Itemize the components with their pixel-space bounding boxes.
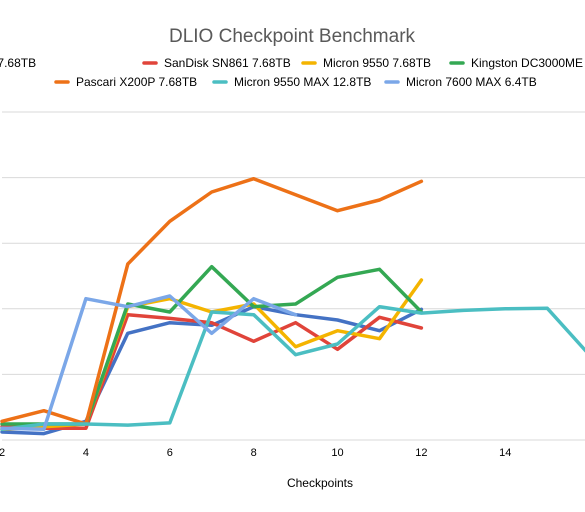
x-tick-label: 4 [83, 447, 89, 459]
series-line-3 [0, 278, 424, 432]
legend-label: Solidigm PS1010 7.68TB [0, 56, 36, 70]
legend-label: Pascari X200P 7.68TB [76, 75, 197, 89]
series-line-5 [0, 176, 424, 426]
legend: Solidigm PS1010 7.68TB SanDisk SN861 7.68… [0, 56, 585, 89]
legend-label: Micron 7600 MAX 6.4TB [406, 75, 537, 89]
gridlines [2, 111, 585, 441]
x-tick-label: 12 [415, 447, 427, 459]
x-axis-title: Checkpoints [287, 476, 353, 490]
legend-label: Micron 9550 MAX 12.8TB [234, 75, 371, 89]
legend-label: Kingston DC3000ME 7.68TB [471, 56, 585, 70]
x-tick-label: 2 [0, 447, 5, 459]
x-tick-label: 6 [167, 447, 173, 459]
series-line-7 [0, 294, 298, 432]
chart-title: DLIO Checkpoint Benchmark [169, 26, 416, 47]
series-group [0, 176, 585, 436]
series-line-6 [0, 304, 585, 432]
x-tick-label: 10 [331, 447, 343, 459]
x-axis-ticks: 2 4 6 8 10 12 14 [0, 447, 511, 459]
x-tick-label: 8 [251, 447, 257, 459]
series-line-2 [0, 312, 424, 431]
legend-label: Micron 9550 7.68TB [323, 56, 431, 70]
series-line-4 [0, 264, 424, 426]
x-tick-label: 14 [499, 447, 511, 459]
legend-label: SanDisk SN861 7.68TB [164, 56, 291, 70]
